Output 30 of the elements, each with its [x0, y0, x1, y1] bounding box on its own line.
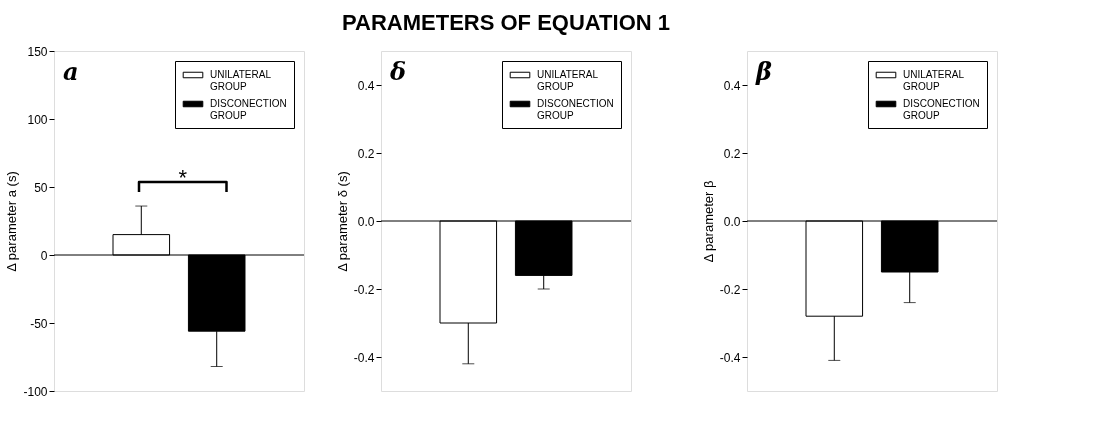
y-tick-label: 0.2 — [357, 146, 375, 161]
y-tick-label: 0.2 — [723, 146, 741, 161]
y-tick-label: -50 — [30, 316, 48, 331]
legend-label: UNILATERAL GROUP — [537, 69, 599, 92]
y-tick-label: 0.4 — [723, 78, 741, 93]
y-tick-label: 100 — [27, 112, 48, 127]
y-tick-label: 0 — [40, 248, 48, 263]
annotation: δ — [389, 57, 407, 86]
legend-label: DISCONECTION GROUP — [903, 98, 980, 121]
y-tick-label: 50 — [34, 180, 48, 195]
y-axis-title: Δ parameter a (s) — [4, 171, 20, 272]
y-tick-label: -0.4 — [353, 350, 375, 365]
legend-label: UNILATERAL GROUP — [210, 69, 272, 92]
y-tick-label: 0.0 — [723, 214, 741, 229]
y-axis-title: Δ parameter β — [700, 180, 716, 263]
annotation: * — [178, 164, 188, 190]
y-axis-title: Δ parameter δ (s) — [334, 171, 350, 272]
y-tick-label: -0.2 — [719, 282, 741, 297]
y-tick-label: 0.0 — [357, 214, 375, 229]
legend-label: UNILATERAL GROUP — [903, 69, 965, 92]
chart-title: PARAMETERS OF EQUATION 1 — [342, 10, 670, 35]
annotation: a — [63, 57, 79, 86]
y-tick-label: -100 — [23, 384, 48, 399]
y-tick-label: 150 — [27, 44, 48, 59]
y-tick-label: -0.2 — [353, 282, 375, 297]
y-tick-label: 0.4 — [357, 78, 375, 93]
y-tick-label: -0.4 — [719, 350, 741, 365]
legend-label: DISCONECTION GROUP — [210, 98, 287, 121]
annotation: β — [755, 57, 772, 86]
legend-label: DISCONECTION GROUP — [537, 98, 614, 121]
